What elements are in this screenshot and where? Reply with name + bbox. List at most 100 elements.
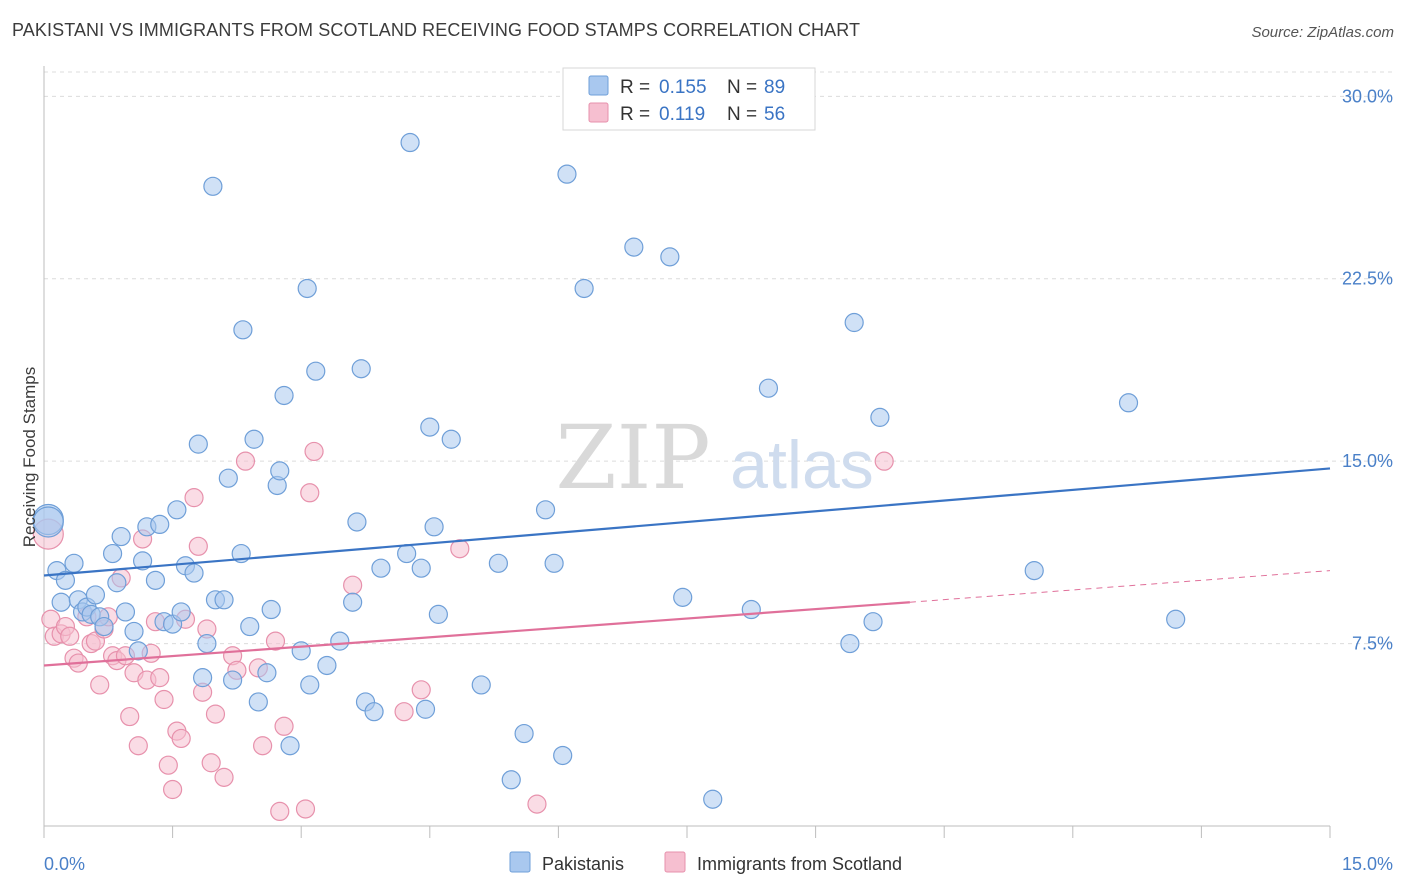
watermark-atlas: atlas — [730, 427, 874, 503]
legend-r-value-2: 0.119 — [659, 104, 705, 125]
pakistani-point-5 — [64, 553, 84, 573]
pakistani-point-81 — [741, 599, 761, 620]
pakistani-point-85 — [863, 612, 883, 632]
legend-n-value-2: 56 — [764, 104, 785, 125]
pakistani-point-3 — [51, 592, 71, 612]
pakistani-point-35 — [218, 468, 238, 488]
legend-r-value-1: 0.155 — [659, 77, 707, 98]
pakistani-point-72 — [535, 500, 556, 520]
scotland-point-50 — [343, 575, 363, 595]
pakistani-point-73 — [544, 553, 564, 573]
pakistani-point-66 — [428, 604, 448, 624]
scotland-point-43 — [253, 736, 273, 756]
pakistani-point-41 — [248, 692, 268, 712]
pakistani-point-13 — [102, 543, 123, 564]
pakistani-point-18 — [128, 641, 148, 661]
scotland-point-20 — [128, 736, 148, 756]
y-axis-title: Receiving Food Stamps — [20, 367, 39, 547]
legend-r-label-1: R = — [620, 77, 650, 98]
pakistani-point-48 — [291, 641, 311, 661]
legend-n-value-1: 89 — [764, 77, 785, 98]
pakistani-point-58 — [364, 702, 384, 722]
pakistani-point-32 — [203, 176, 223, 196]
pakistani-point-28 — [184, 563, 204, 583]
pakistani-point-75 — [557, 164, 577, 184]
y-axis-labels: 7.5% 15.0% 22.5% 30.0% — [1342, 86, 1393, 653]
pakistani-point-1 — [32, 506, 64, 538]
pakistani-point-69 — [488, 553, 508, 573]
pakistani-point-70 — [501, 770, 521, 790]
x-axis-ticks — [43, 826, 1331, 838]
scotland-point-28 — [163, 779, 183, 800]
legend-swatch-scotland — [664, 851, 686, 873]
pakistani-point-89 — [1166, 609, 1186, 629]
pakistani-point-21 — [145, 570, 166, 590]
pakistani-point-39 — [240, 616, 260, 637]
pakistani-point-31 — [197, 633, 217, 654]
scotland-point-44 — [265, 631, 286, 651]
pakistani-point-55 — [347, 512, 367, 532]
trend-line-scotland — [43, 601, 910, 667]
pakistani-point-43 — [261, 599, 281, 620]
pakistani-point-40 — [244, 429, 264, 449]
chart-title: PAKISTANI VS IMMIGRANTS FROM SCOTLAND RE… — [12, 20, 861, 40]
pakistani-point-64 — [420, 417, 440, 437]
scotland-point-51 — [394, 702, 414, 722]
scotland-point-46 — [274, 716, 294, 736]
pakistani-point-87 — [1024, 561, 1044, 581]
pakistani-point-88 — [1118, 393, 1139, 413]
pakistani-point-17 — [124, 621, 144, 642]
scotland-point-27 — [158, 755, 178, 775]
scotland-point-55 — [874, 451, 894, 471]
pakistani-point-38 — [233, 320, 253, 340]
scotland-point-26 — [154, 689, 174, 710]
y-tick-label-3: 30.0% — [1342, 86, 1393, 106]
x-tick-label-min: 0.0% — [44, 854, 85, 874]
pakistani-point-29 — [188, 434, 208, 454]
legend-n-label-1: N = — [727, 77, 757, 98]
pakistani-point-50 — [300, 675, 320, 695]
pakistani-point-56 — [351, 359, 371, 379]
scotland-point-38 — [214, 767, 234, 787]
scotland-point-37 — [205, 704, 226, 724]
pakistani-point-83 — [840, 633, 860, 654]
legend-n-label-2: N = — [727, 104, 757, 125]
pakistani-point-76 — [574, 278, 594, 299]
trend-line-pakistanis — [43, 467, 1331, 577]
pakistani-point-26 — [171, 602, 191, 622]
trend-line-scotland-extension — [909, 570, 1331, 603]
legend-r-label-2: R = — [620, 104, 650, 125]
pakistani-point-86 — [870, 407, 890, 427]
pakistani-point-54 — [343, 592, 363, 612]
series-legend: Pakistanis Immigrants from Scotland — [509, 851, 902, 874]
pakistani-point-62 — [411, 558, 431, 578]
pakistani-point-42 — [257, 663, 277, 683]
scotland-point-47 — [295, 799, 316, 819]
pakistani-point-82 — [758, 378, 779, 398]
pakistani-point-14 — [107, 573, 127, 593]
pakistani-point-30 — [193, 668, 213, 688]
pakistani-point-53 — [330, 631, 350, 651]
pakistani-point-59 — [371, 558, 391, 578]
pakistani-point-34 — [214, 590, 234, 610]
pakistani-point-79 — [673, 587, 693, 607]
scotland-point-53 — [450, 539, 470, 559]
scotland-point-32 — [184, 488, 204, 508]
pakistani-point-4 — [55, 570, 76, 590]
pakistani-point-74 — [553, 745, 573, 766]
scotland-point-48 — [300, 483, 320, 503]
pakistani-point-10 — [85, 585, 106, 605]
y-tick-label-1: 15.0% — [1342, 451, 1393, 471]
pakistani-point-63 — [415, 699, 436, 719]
scotland-point-45 — [270, 801, 290, 822]
pakistani-point-84 — [844, 312, 864, 333]
pakistani-point-52 — [317, 655, 337, 676]
correlation-legend: R = 0.155 N = 89 R = 0.119 N = 56 — [562, 67, 816, 131]
legend-swatch-pink — [588, 102, 609, 123]
pakistani-point-22 — [150, 514, 170, 535]
pakistani-point-51 — [306, 361, 326, 381]
legend-swatch-blue — [588, 75, 609, 96]
pakistani-point-19 — [132, 551, 153, 571]
legend-label-pakistanis: Pakistanis — [542, 854, 624, 874]
y-tick-label-2: 22.5% — [1342, 269, 1393, 289]
